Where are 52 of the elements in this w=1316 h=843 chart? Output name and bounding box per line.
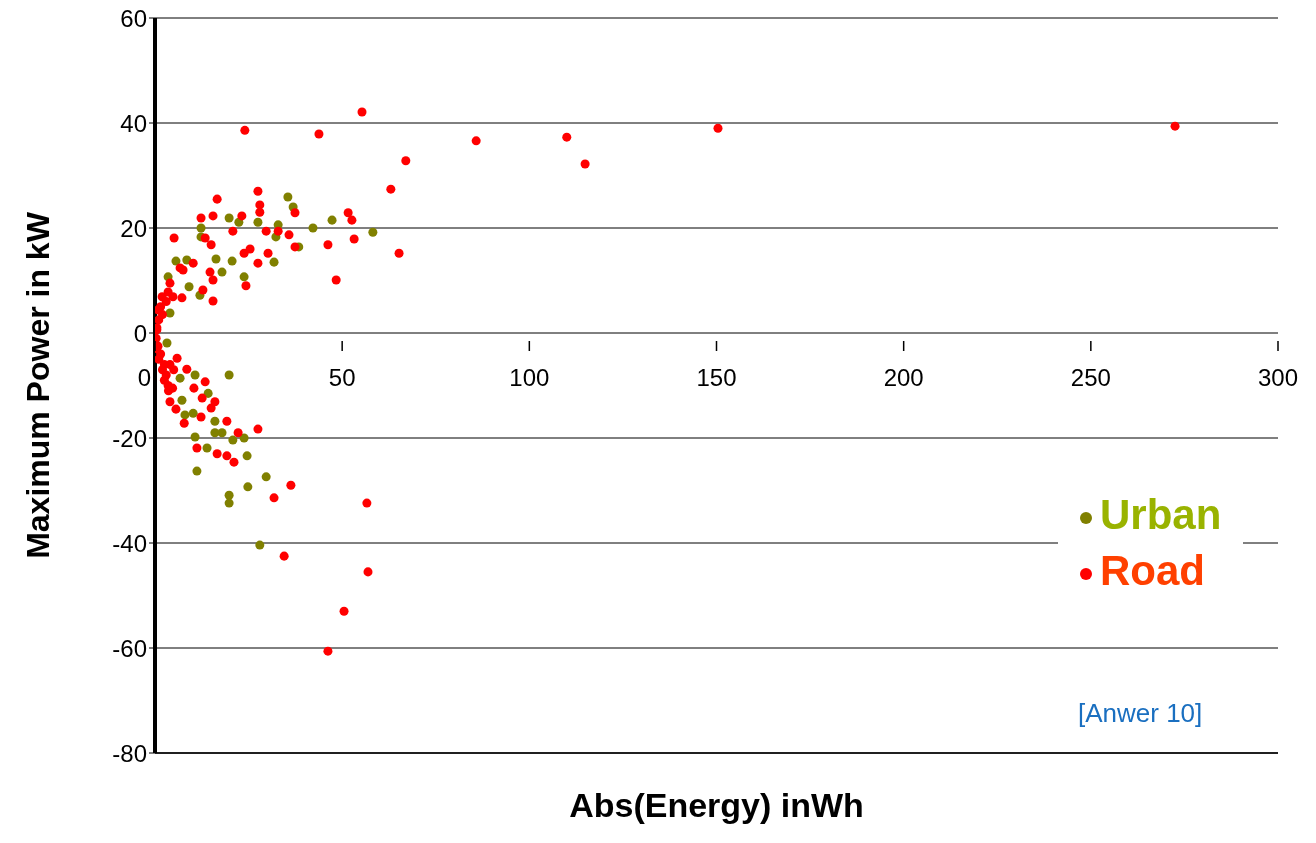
y-axis-title: Maximum Power in kW xyxy=(20,211,57,559)
point xyxy=(190,432,200,442)
point xyxy=(255,540,265,550)
y-tick-label: -80 xyxy=(112,739,147,767)
point xyxy=(283,192,293,202)
point xyxy=(175,373,185,383)
y-tick-label: 20 xyxy=(120,214,147,242)
x-tick-label: 50 xyxy=(328,364,356,392)
point xyxy=(224,490,234,500)
point xyxy=(180,410,190,420)
point xyxy=(184,282,194,292)
point xyxy=(368,227,378,237)
point xyxy=(162,338,172,348)
point xyxy=(261,472,271,482)
legend-label: Urban xyxy=(1099,490,1222,540)
y-tick-label: 40 xyxy=(120,109,147,137)
point xyxy=(224,370,234,380)
point xyxy=(228,435,238,445)
y-tick-label: 0 xyxy=(133,319,147,347)
x-tick-label: 250 xyxy=(1070,364,1111,392)
x-axis-title: Abs(Energy) inWh xyxy=(569,786,864,824)
point xyxy=(253,217,263,227)
point xyxy=(327,215,337,225)
x-tick-label: 150 xyxy=(696,364,737,392)
annotation: [Anwer 10] xyxy=(1078,698,1203,729)
point xyxy=(211,254,221,264)
point xyxy=(242,451,252,461)
point xyxy=(190,370,200,380)
point xyxy=(210,416,220,426)
y-tick-label: -40 xyxy=(112,529,147,557)
point xyxy=(177,395,187,405)
point xyxy=(224,213,234,223)
x-tick-label: 300 xyxy=(1257,364,1299,392)
point xyxy=(188,408,198,418)
point xyxy=(239,272,249,282)
y-tick-label: -60 xyxy=(112,634,147,662)
point xyxy=(308,223,318,233)
point xyxy=(196,223,206,233)
point xyxy=(192,466,202,476)
point xyxy=(243,482,253,492)
point xyxy=(224,498,234,508)
point xyxy=(227,256,237,266)
legend-label: Road xyxy=(1099,546,1206,596)
x-tick-label: 100 xyxy=(509,364,550,392)
point xyxy=(269,257,279,267)
point xyxy=(202,443,212,453)
point xyxy=(217,428,227,438)
y-tick-label: -20 xyxy=(112,424,147,452)
x-tick-label: 200 xyxy=(883,364,924,392)
point xyxy=(217,267,227,277)
y-tick-label: 60 xyxy=(120,4,147,32)
point xyxy=(239,433,249,443)
